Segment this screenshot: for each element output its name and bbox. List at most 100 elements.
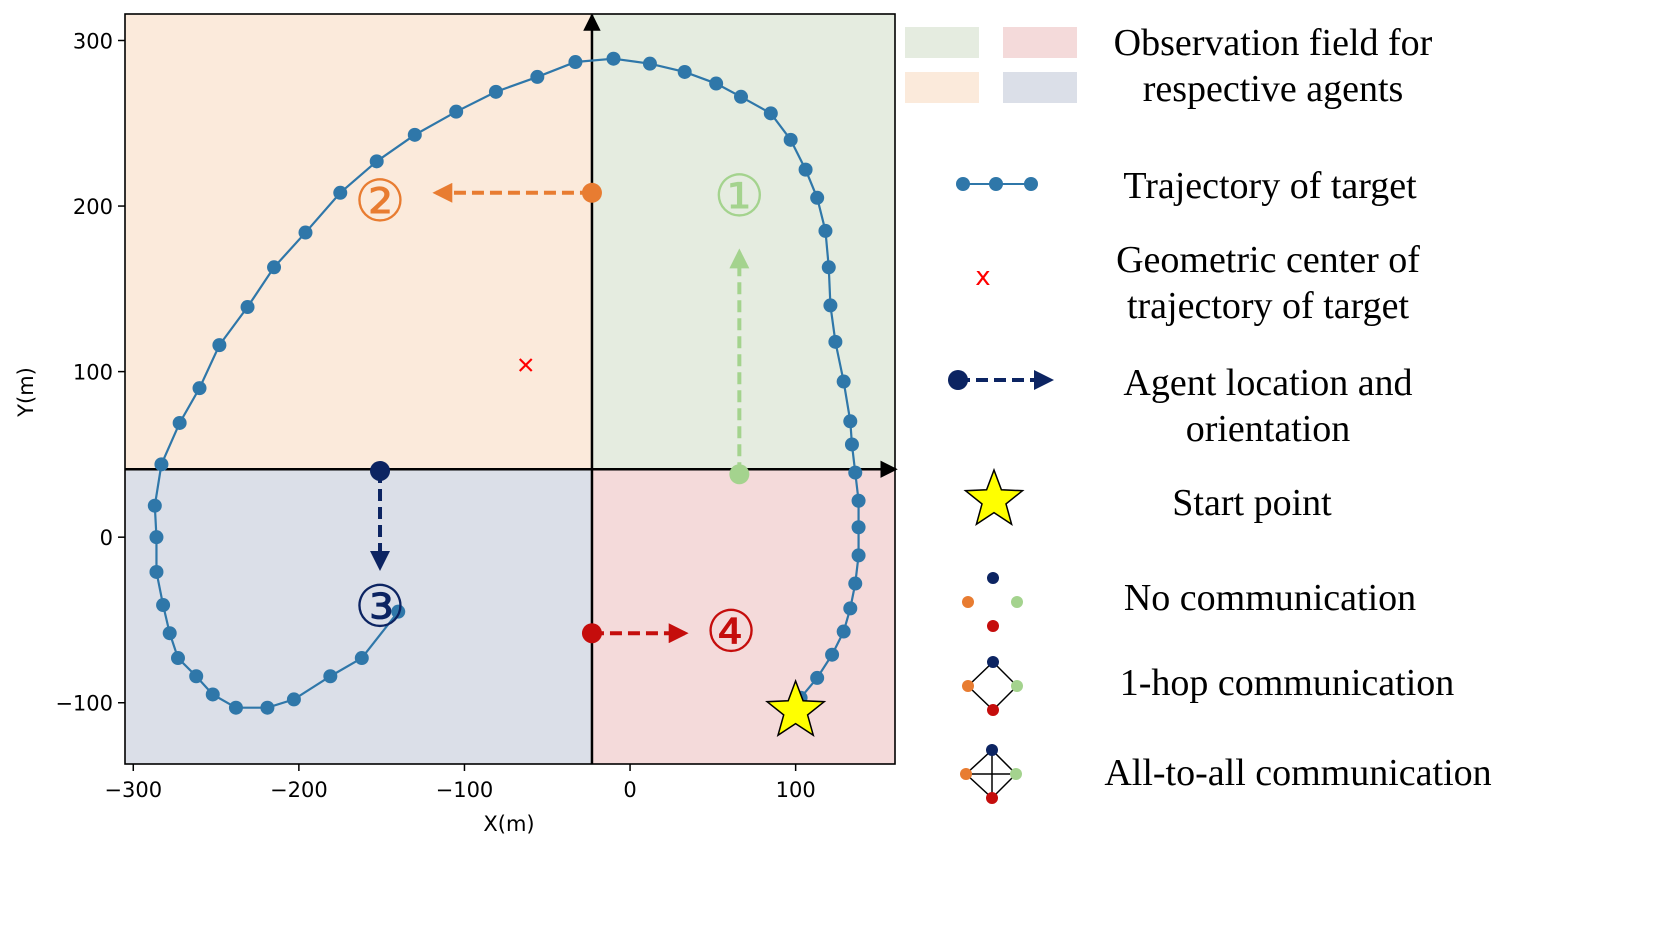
trajectory-point	[798, 162, 813, 177]
legend-no-comm-label: No communication	[1124, 577, 1416, 619]
trajectory-point	[228, 700, 243, 715]
agent-labels: ① ② ③ ④	[354, 162, 765, 665]
agent-3-number-label: ③	[354, 573, 406, 641]
trajectory-point	[170, 651, 185, 666]
trajectory-point	[407, 127, 422, 142]
trajectory-point	[147, 498, 162, 513]
legend-no-comm-icon	[962, 572, 1023, 632]
y-axis-ticks: −100 0 100 200 300	[55, 29, 125, 716]
legend: Observation field for respective agents …	[905, 22, 1492, 804]
trajectory-point	[568, 55, 583, 70]
agent-4-number-label: ④	[705, 598, 757, 666]
trajectory-point	[298, 225, 313, 240]
trajectory-point	[851, 548, 866, 563]
trajectory-point	[843, 414, 858, 429]
y-tick-label: 300	[73, 29, 113, 53]
x-tick-label: 0	[623, 778, 636, 802]
trajectory-point	[530, 69, 545, 84]
trajectory-point	[823, 298, 838, 313]
legend-center-marker: x	[975, 262, 990, 292]
trajectory-point	[189, 669, 204, 684]
observation-fields	[125, 14, 895, 764]
trajectory-point	[851, 493, 866, 508]
trajectory-point	[369, 154, 384, 169]
trajectory-point	[260, 700, 275, 715]
trajectory-point	[810, 670, 825, 685]
trajectory-point	[449, 104, 464, 119]
trajectory-point	[149, 530, 164, 545]
legend-agent-icon	[948, 370, 1054, 390]
legend-agent-line2: orientation	[1186, 408, 1351, 450]
trajectory-point	[354, 651, 369, 666]
trajectory-point	[783, 132, 798, 147]
trajectory-point	[836, 624, 851, 639]
legend-one-hop-icon	[962, 656, 1023, 716]
trajectory-point	[192, 381, 207, 396]
trajectory-point	[240, 300, 255, 315]
trajectory-point	[323, 669, 338, 684]
legend-trajectory-label: Trajectory of target	[1123, 165, 1417, 207]
trajectory-point	[734, 89, 748, 104]
legend-center-line1: Geometric center of	[1116, 239, 1420, 281]
trajectory-point	[286, 692, 301, 707]
x-axis-ticks: −300 −200 −100 0 100	[104, 764, 816, 802]
legend-trajectory-icon	[956, 177, 1038, 191]
trajectory-point	[156, 598, 171, 613]
trajectory-point	[154, 457, 169, 472]
trajectory-point	[205, 687, 220, 702]
observation-field-agent-1	[591, 14, 895, 470]
legend-center-line2: trajectory of target	[1127, 285, 1409, 327]
x-tick-label: 100	[776, 778, 816, 802]
trajectory-point	[828, 334, 843, 349]
agent-2-location	[581, 182, 602, 203]
plot-frame	[124, 13, 896, 765]
agent-4-location	[581, 623, 602, 644]
y-tick-label: 200	[73, 195, 113, 219]
x-tick-label: −300	[104, 778, 162, 802]
trajectory-point	[677, 64, 692, 79]
x-tick-label: −200	[270, 778, 328, 802]
agent-2-number-label: ②	[354, 167, 406, 235]
trajectory-point	[333, 185, 348, 200]
agent-3-location	[370, 460, 391, 481]
legend-one-hop-label: 1-hop communication	[1120, 662, 1455, 704]
target-trajectory	[147, 51, 866, 715]
trajectory-point	[825, 647, 840, 662]
trajectory-point	[709, 76, 724, 91]
legend-observation-line1: Observation field for	[1114, 22, 1433, 64]
x-tick-label: −100	[436, 778, 494, 802]
agent-1-number-label: ①	[713, 162, 765, 230]
legend-agent-line1: Agent location and	[1123, 362, 1412, 404]
y-tick-label: −100	[55, 692, 113, 716]
legend-all-to-all-label: All-to-all communication	[1104, 752, 1491, 794]
trajectory-point	[818, 223, 833, 238]
trajectory-point	[212, 338, 227, 353]
legend-swatch-field-2	[905, 72, 979, 103]
observation-field-agent-3	[125, 469, 592, 764]
legend-all-to-all-icon	[960, 744, 1022, 804]
trajectory-point	[606, 51, 621, 66]
trajectory-point	[391, 604, 406, 619]
trajectory-point	[851, 520, 866, 535]
trajectory-point	[149, 564, 164, 579]
trajectory-point	[810, 190, 825, 205]
legend-swatch-field-1	[905, 27, 979, 58]
legend-swatch-field-3	[1003, 72, 1077, 103]
trajectory-point	[763, 106, 778, 121]
y-tick-label: 0	[100, 526, 113, 550]
trajectory-point	[821, 260, 836, 275]
trajectory-center-marker	[518, 358, 533, 372]
trajectory-point	[848, 576, 863, 591]
center-x-stroke	[518, 358, 533, 372]
x-axis-label: X(m)	[483, 812, 534, 836]
trajectory-point	[836, 374, 851, 389]
trajectory-point	[267, 260, 282, 275]
agents	[370, 182, 750, 644]
observation-field-agent-4	[591, 469, 895, 764]
y-axis-label: Y(m)	[14, 367, 38, 418]
legend-observation-line2: respective agents	[1143, 68, 1404, 110]
y-tick-label: 100	[73, 361, 113, 385]
trajectory-point	[642, 56, 657, 71]
legend-start-label: Start point	[1172, 482, 1332, 524]
